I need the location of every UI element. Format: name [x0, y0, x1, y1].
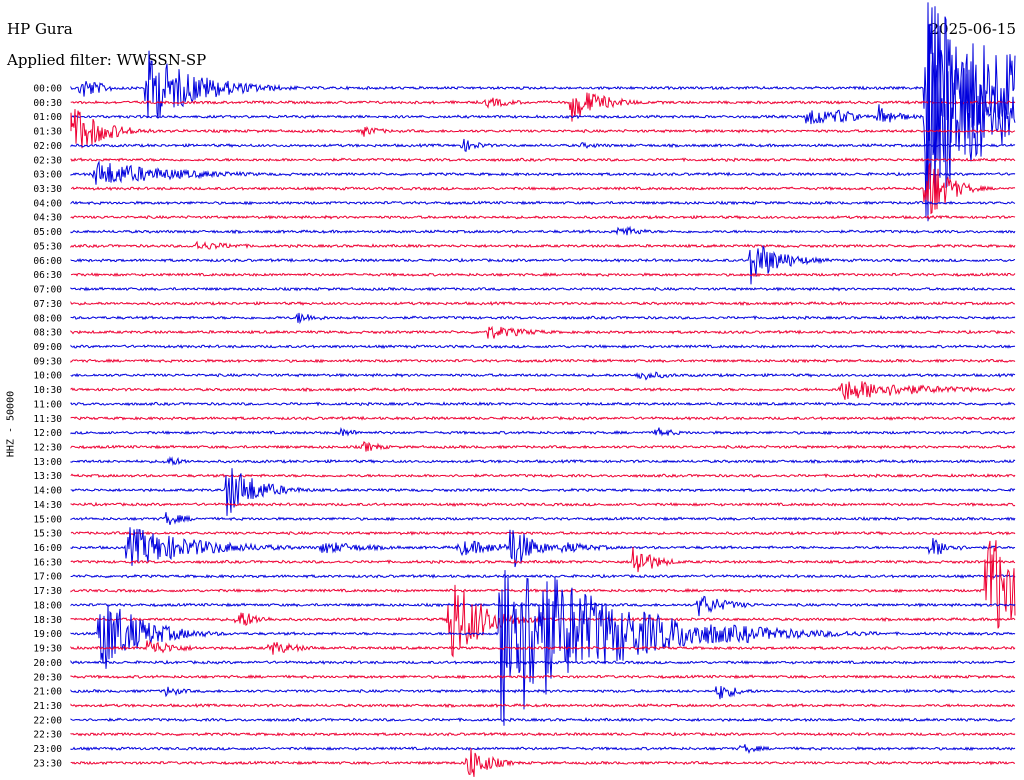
row-time-label: 07:30 [33, 299, 62, 310]
row-time-label: 14:00 [33, 486, 62, 497]
row-time-label: 22:30 [33, 730, 62, 741]
trace-line [70, 468, 1016, 516]
trace-line [70, 358, 1016, 364]
trace-line [70, 427, 1016, 437]
trace-line [70, 92, 1016, 122]
trace-line [70, 272, 1016, 278]
row-time-label: 23:30 [33, 758, 62, 769]
trace-line [70, 312, 1016, 325]
row-time-label: 21:00 [33, 687, 62, 698]
trace-line [70, 456, 1016, 466]
trace-line [70, 570, 1016, 726]
trace-line [70, 160, 1016, 185]
trace-line [70, 659, 1016, 665]
trace-line [70, 325, 1016, 339]
row-time-label: 04:00 [33, 198, 62, 209]
row-time-label: 17:00 [33, 572, 62, 583]
trace-line [70, 214, 1016, 220]
row-time-label: 20:30 [33, 672, 62, 683]
row-time-label: 02:30 [33, 155, 62, 166]
trace-line [70, 547, 1016, 573]
row-time-label: 11:00 [33, 399, 62, 410]
trace-line [70, 300, 1016, 307]
trace-line [70, 731, 1016, 737]
trace-line [70, 674, 1016, 680]
trace-line [70, 686, 1016, 700]
trace-line [70, 640, 1016, 655]
trace-line [70, 440, 1016, 452]
row-time-label: 20:00 [33, 658, 62, 669]
row-time-label: 14:30 [33, 500, 62, 511]
row-time-label: 10:00 [33, 371, 62, 382]
row-time-label: 08:30 [33, 328, 62, 339]
row-time-label: 00:30 [33, 98, 62, 109]
row-time-label: 15:00 [33, 514, 62, 525]
trace-line [70, 530, 1016, 536]
row-time-label: 03:00 [33, 170, 62, 181]
trace-line [70, 109, 1016, 149]
row-time-label: 18:00 [33, 600, 62, 611]
trace-line [70, 744, 1016, 754]
trace-line [70, 573, 1016, 579]
row-time-label: 08:00 [33, 313, 62, 324]
row-time-label: 23:00 [33, 744, 62, 755]
row-time-label: 12:30 [33, 443, 62, 454]
row-time-label: 02:00 [33, 141, 62, 152]
row-time-label: 19:00 [33, 629, 62, 640]
row-time-label: 01:30 [33, 127, 62, 138]
trace-line [70, 717, 1016, 723]
trace-line [70, 286, 1016, 292]
trace-line [70, 200, 1016, 206]
row-time-label: 16:00 [33, 543, 62, 554]
row-time-label: 19:30 [33, 644, 62, 655]
trace-line [70, 540, 1016, 629]
row-time-label: 00:00 [33, 84, 62, 95]
trace-line [70, 747, 1015, 777]
row-time-label: 15:30 [33, 529, 62, 540]
row-time-label: 17:30 [33, 586, 62, 597]
trace-line [70, 415, 1016, 421]
trace-line [70, 225, 1016, 236]
row-time-label: 21:30 [33, 701, 62, 712]
row-time-label: 13:30 [33, 471, 62, 482]
trace-line [70, 162, 1016, 215]
row-time-label: 05:30 [33, 241, 62, 252]
row-time-label: 06:00 [33, 256, 62, 267]
row-time-label: 10:30 [33, 385, 62, 396]
trace-line [70, 512, 1016, 526]
row-time-label: 06:30 [33, 270, 62, 281]
filter-label: Applied filter: WWSSN-SP [7, 51, 207, 69]
row-time-label: 09:00 [33, 342, 62, 353]
trace-line [70, 138, 1016, 153]
row-time-label: 13:00 [33, 457, 62, 468]
trace-line [70, 401, 1016, 407]
row-time-label: 16:30 [33, 557, 62, 568]
trace-line [70, 344, 1016, 349]
row-time-label: 12:00 [33, 428, 62, 439]
trace-line [70, 240, 1016, 250]
row-time-label: 18:30 [33, 615, 62, 626]
row-time-label: 01:00 [33, 112, 62, 123]
trace-line [70, 527, 1016, 568]
row-time-label: 03:30 [33, 184, 62, 195]
row-time-label: 05:00 [33, 227, 62, 238]
row-time-label: 11:30 [33, 414, 62, 425]
trace-line [70, 24, 1016, 222]
row-time-label: 04:30 [33, 213, 62, 224]
trace-line [70, 703, 1016, 709]
trace-line [70, 381, 1016, 400]
trace-line [70, 2, 1016, 172]
trace-line [70, 244, 1016, 285]
trace-line [70, 157, 1016, 163]
trace-line [70, 501, 1016, 508]
row-time-label: 09:30 [33, 356, 62, 367]
row-time-label: 07:00 [33, 285, 62, 296]
row-time-label: 22:00 [33, 715, 62, 726]
trace-line [70, 371, 1016, 381]
station-title: HP Gura [7, 20, 73, 38]
date-label: 2025-06-15 [929, 20, 1016, 38]
trace-line [70, 473, 1016, 479]
